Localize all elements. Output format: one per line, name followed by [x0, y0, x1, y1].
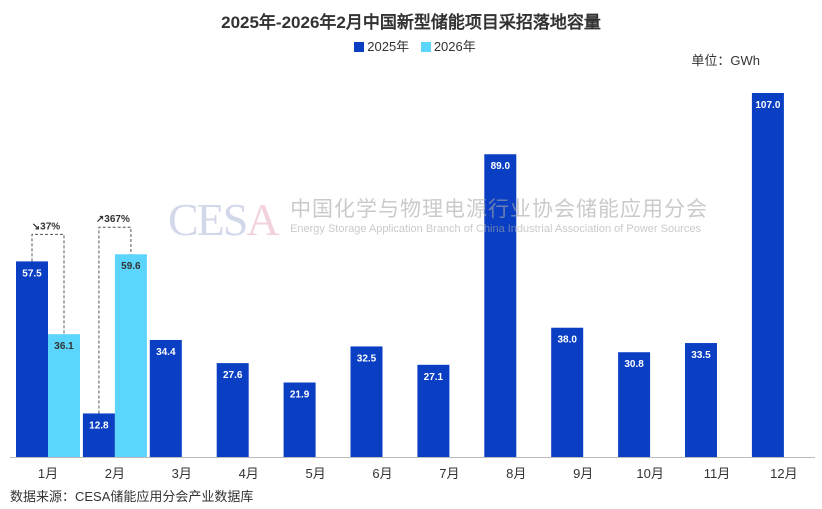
x-tick-label: 2月 — [105, 466, 125, 481]
data-label: 12.8 — [89, 420, 109, 431]
source-note: 数据来源：CESA储能应用分会产业数据库 — [10, 489, 254, 504]
data-label: 59.6 — [121, 261, 141, 272]
change-bracket — [98, 226, 132, 414]
change-annotation: ↗367% — [96, 214, 130, 225]
x-tick-label: 11月 — [704, 466, 731, 481]
data-label: 34.4 — [156, 347, 176, 358]
bar-2026年-2月 — [114, 254, 147, 457]
legend-label-2025: 2025年 — [367, 39, 410, 54]
legend-label-2026: 2026年 — [433, 39, 476, 54]
bar-2025年-5月 — [283, 382, 316, 457]
x-tick-label: 4月 — [239, 466, 259, 481]
data-label: 57.5 — [22, 268, 42, 279]
x-tick-label: 9月 — [573, 466, 593, 481]
bar-2025年-12月 — [751, 93, 784, 457]
change-annotation: ↘37% — [32, 221, 61, 232]
x-tick-label: 1月 — [38, 466, 58, 481]
bar-2025年-3月 — [149, 339, 182, 457]
data-label: 38.0 — [557, 335, 577, 346]
bar-2025年-8月 — [484, 154, 517, 457]
legend-swatch-2026 — [420, 42, 431, 52]
bar-2025年-1月 — [16, 261, 48, 457]
data-label: 21.9 — [290, 389, 310, 400]
data-label: 36.1 — [54, 341, 74, 352]
x-tick-label: 12月 — [770, 466, 797, 481]
bar-2025年-2月 — [82, 413, 115, 457]
bar-2025年-7月 — [417, 364, 450, 457]
x-tick-label: 7月 — [439, 466, 459, 481]
bar-2025年-4月 — [216, 363, 249, 457]
data-label: 27.1 — [424, 372, 444, 383]
data-label: 107.0 — [755, 100, 780, 111]
bar-2025年-9月 — [551, 327, 584, 457]
x-tick-label: 10月 — [636, 466, 663, 481]
legend: 2025年 2026年 — [0, 36, 822, 55]
legend-swatch-2025 — [354, 42, 365, 52]
chart-title: 2025年-2026年2月中国新型储能项目采招落地容量 — [221, 13, 601, 32]
bar-2025年-6月 — [350, 346, 383, 457]
bar-2026年-1月 — [48, 334, 80, 457]
data-label: 27.6 — [223, 370, 243, 381]
x-tick-label: 6月 — [372, 466, 392, 481]
unit-label: 单位：GWh — [691, 53, 760, 68]
change-bracket — [31, 233, 65, 335]
x-tick-label: 5月 — [305, 466, 325, 481]
x-tick-label: 8月 — [506, 466, 526, 481]
data-label: 30.8 — [624, 359, 644, 370]
x-tick-label: 3月 — [172, 466, 192, 481]
bar-2025年-11月 — [685, 343, 717, 457]
data-label: 89.0 — [491, 161, 511, 172]
data-label: 32.5 — [357, 353, 377, 364]
bar-2025年-10月 — [618, 352, 651, 457]
data-label: 33.5 — [691, 350, 711, 361]
